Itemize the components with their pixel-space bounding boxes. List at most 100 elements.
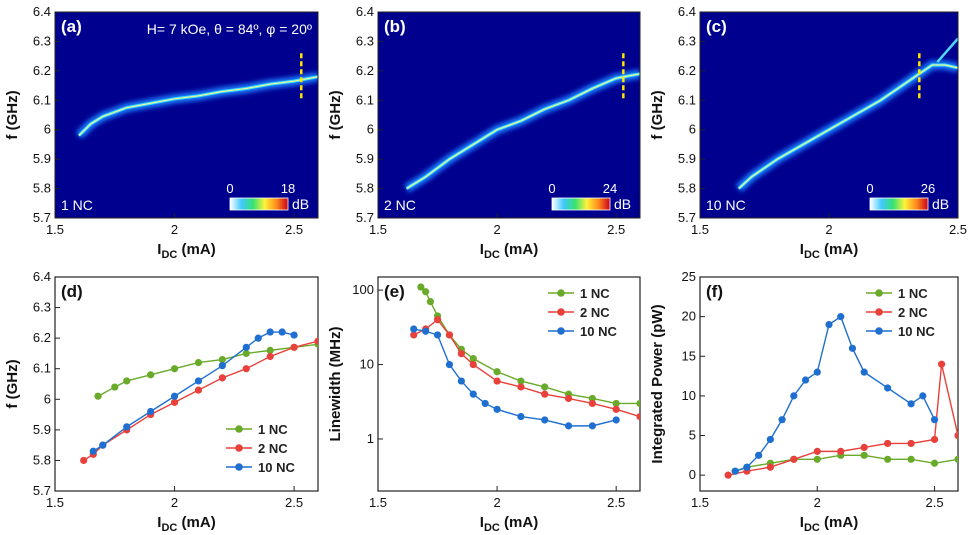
y-axis-label: f (GHz) bbox=[327, 90, 344, 139]
data-point bbox=[278, 328, 286, 336]
x-tick-label: 2 bbox=[825, 222, 832, 237]
data-point bbox=[481, 399, 489, 408]
x-tick-label: 1.5 bbox=[369, 495, 387, 510]
legend-marker bbox=[235, 425, 243, 433]
data-point bbox=[724, 471, 732, 479]
data-point bbox=[493, 377, 501, 385]
data-point bbox=[930, 435, 939, 444]
data-point bbox=[290, 331, 298, 339]
ridge-peak bbox=[738, 64, 958, 189]
plot-frame bbox=[699, 276, 959, 492]
data-point bbox=[80, 456, 88, 465]
data-point bbox=[837, 313, 845, 321]
x-tick-label: 2 bbox=[493, 222, 500, 237]
data-point bbox=[743, 463, 751, 471]
y-tick-label: 5.8 bbox=[356, 181, 374, 196]
data-point bbox=[517, 377, 525, 385]
data-point bbox=[636, 399, 640, 408]
y-tick-label: 1 bbox=[367, 431, 374, 446]
data-point bbox=[766, 463, 774, 471]
data-point bbox=[290, 343, 298, 351]
legend-marker bbox=[875, 308, 883, 316]
data-point bbox=[469, 360, 477, 369]
legend-marker bbox=[875, 327, 883, 335]
data-point bbox=[99, 441, 107, 449]
plot-frame bbox=[54, 11, 319, 219]
data-point bbox=[937, 360, 946, 368]
data-point bbox=[422, 327, 430, 335]
data-point bbox=[123, 423, 131, 431]
data-point bbox=[242, 365, 250, 373]
x-axis-label: IDC (mA) bbox=[800, 514, 858, 534]
y-tick-label: 6.4 bbox=[33, 4, 51, 19]
data-point bbox=[588, 394, 596, 403]
colorbar-min: 0 bbox=[226, 181, 233, 196]
y-tick-label: 15 bbox=[682, 348, 696, 363]
y-tick-label: 6.3 bbox=[356, 33, 374, 48]
panel-label: (d) bbox=[61, 282, 83, 301]
data-point bbox=[445, 331, 454, 339]
x-tick-label: 2.5 bbox=[607, 222, 625, 237]
data-point bbox=[410, 325, 418, 333]
panel-d: (d) 1 NC 2 NC 10 NC 1.5 2 2.5 5.7 5.8 5.9 6 6.1 6.2 6… bbox=[4, 269, 319, 534]
legend-entry: 2 NC bbox=[898, 305, 928, 320]
panel-f: (f) 1 NC 2 NC 10 NC 1.5 2 2.5 0 5 10 15 20 25 IDC (mA… bbox=[649, 269, 959, 534]
x-tick-label: 1.5 bbox=[46, 222, 64, 237]
data-point bbox=[194, 359, 203, 367]
series-line-10-nc bbox=[734, 315, 936, 472]
data-point bbox=[813, 368, 821, 376]
data-point bbox=[194, 377, 203, 385]
data-point bbox=[801, 376, 810, 384]
ridge-branch bbox=[936, 37, 958, 63]
colorbar bbox=[551, 197, 611, 211]
y-tick-label: 6 bbox=[44, 391, 51, 406]
x-tick-label: 2.5 bbox=[285, 222, 303, 237]
data-point bbox=[457, 350, 465, 358]
y-tick-label: 5.8 bbox=[33, 452, 51, 467]
x-tick-label: 2.5 bbox=[926, 495, 944, 510]
legend-entry: 1 NC bbox=[580, 286, 610, 301]
colorbar-unit: dB bbox=[932, 196, 949, 212]
y-tick-label: 0 bbox=[689, 467, 696, 482]
colorbar-unit: dB bbox=[292, 196, 309, 212]
y-tick-label: 100 bbox=[352, 282, 374, 297]
data-point bbox=[469, 355, 477, 363]
data-point bbox=[825, 320, 833, 329]
data-point bbox=[930, 459, 939, 467]
y-tick-label: 20 bbox=[682, 309, 696, 324]
x-tick-label: 2.5 bbox=[285, 495, 303, 510]
data-point bbox=[170, 365, 179, 373]
data-point bbox=[837, 447, 845, 455]
data-point bbox=[433, 331, 442, 339]
y-tick-label: 6.2 bbox=[33, 63, 51, 78]
y-axis-label: f (GHz) bbox=[649, 90, 666, 139]
data-point bbox=[218, 374, 226, 382]
data-point bbox=[813, 447, 821, 455]
y-tick-label: 6.2 bbox=[678, 63, 696, 78]
data-point bbox=[907, 455, 915, 463]
x-tick-label: 1.5 bbox=[691, 495, 709, 510]
data-point bbox=[813, 455, 821, 463]
y-tick-label: 5.9 bbox=[356, 151, 374, 166]
data-point bbox=[147, 407, 155, 416]
legend-entry: 10 NC bbox=[898, 324, 935, 339]
colorbar-min: 0 bbox=[866, 181, 873, 196]
x-tick-label: 1.5 bbox=[691, 222, 709, 237]
data-point bbox=[588, 422, 596, 430]
data-point bbox=[612, 405, 620, 413]
data-point bbox=[517, 412, 525, 421]
colorbar-unit: dB bbox=[614, 196, 631, 212]
data-point bbox=[860, 451, 868, 459]
data-point bbox=[457, 377, 465, 385]
x-tick-label: 2 bbox=[814, 495, 821, 510]
field-annotation: H= 7 kOe, θ = 84º, φ = 20º bbox=[147, 21, 312, 37]
data-point bbox=[218, 355, 226, 364]
data-point bbox=[636, 412, 640, 421]
data-point bbox=[612, 416, 620, 424]
colorbar-max: 18 bbox=[281, 181, 295, 196]
legend-marker bbox=[557, 289, 565, 297]
x-axis-label: IDC (mA) bbox=[480, 514, 538, 534]
y-tick-label: 6.3 bbox=[678, 33, 696, 48]
